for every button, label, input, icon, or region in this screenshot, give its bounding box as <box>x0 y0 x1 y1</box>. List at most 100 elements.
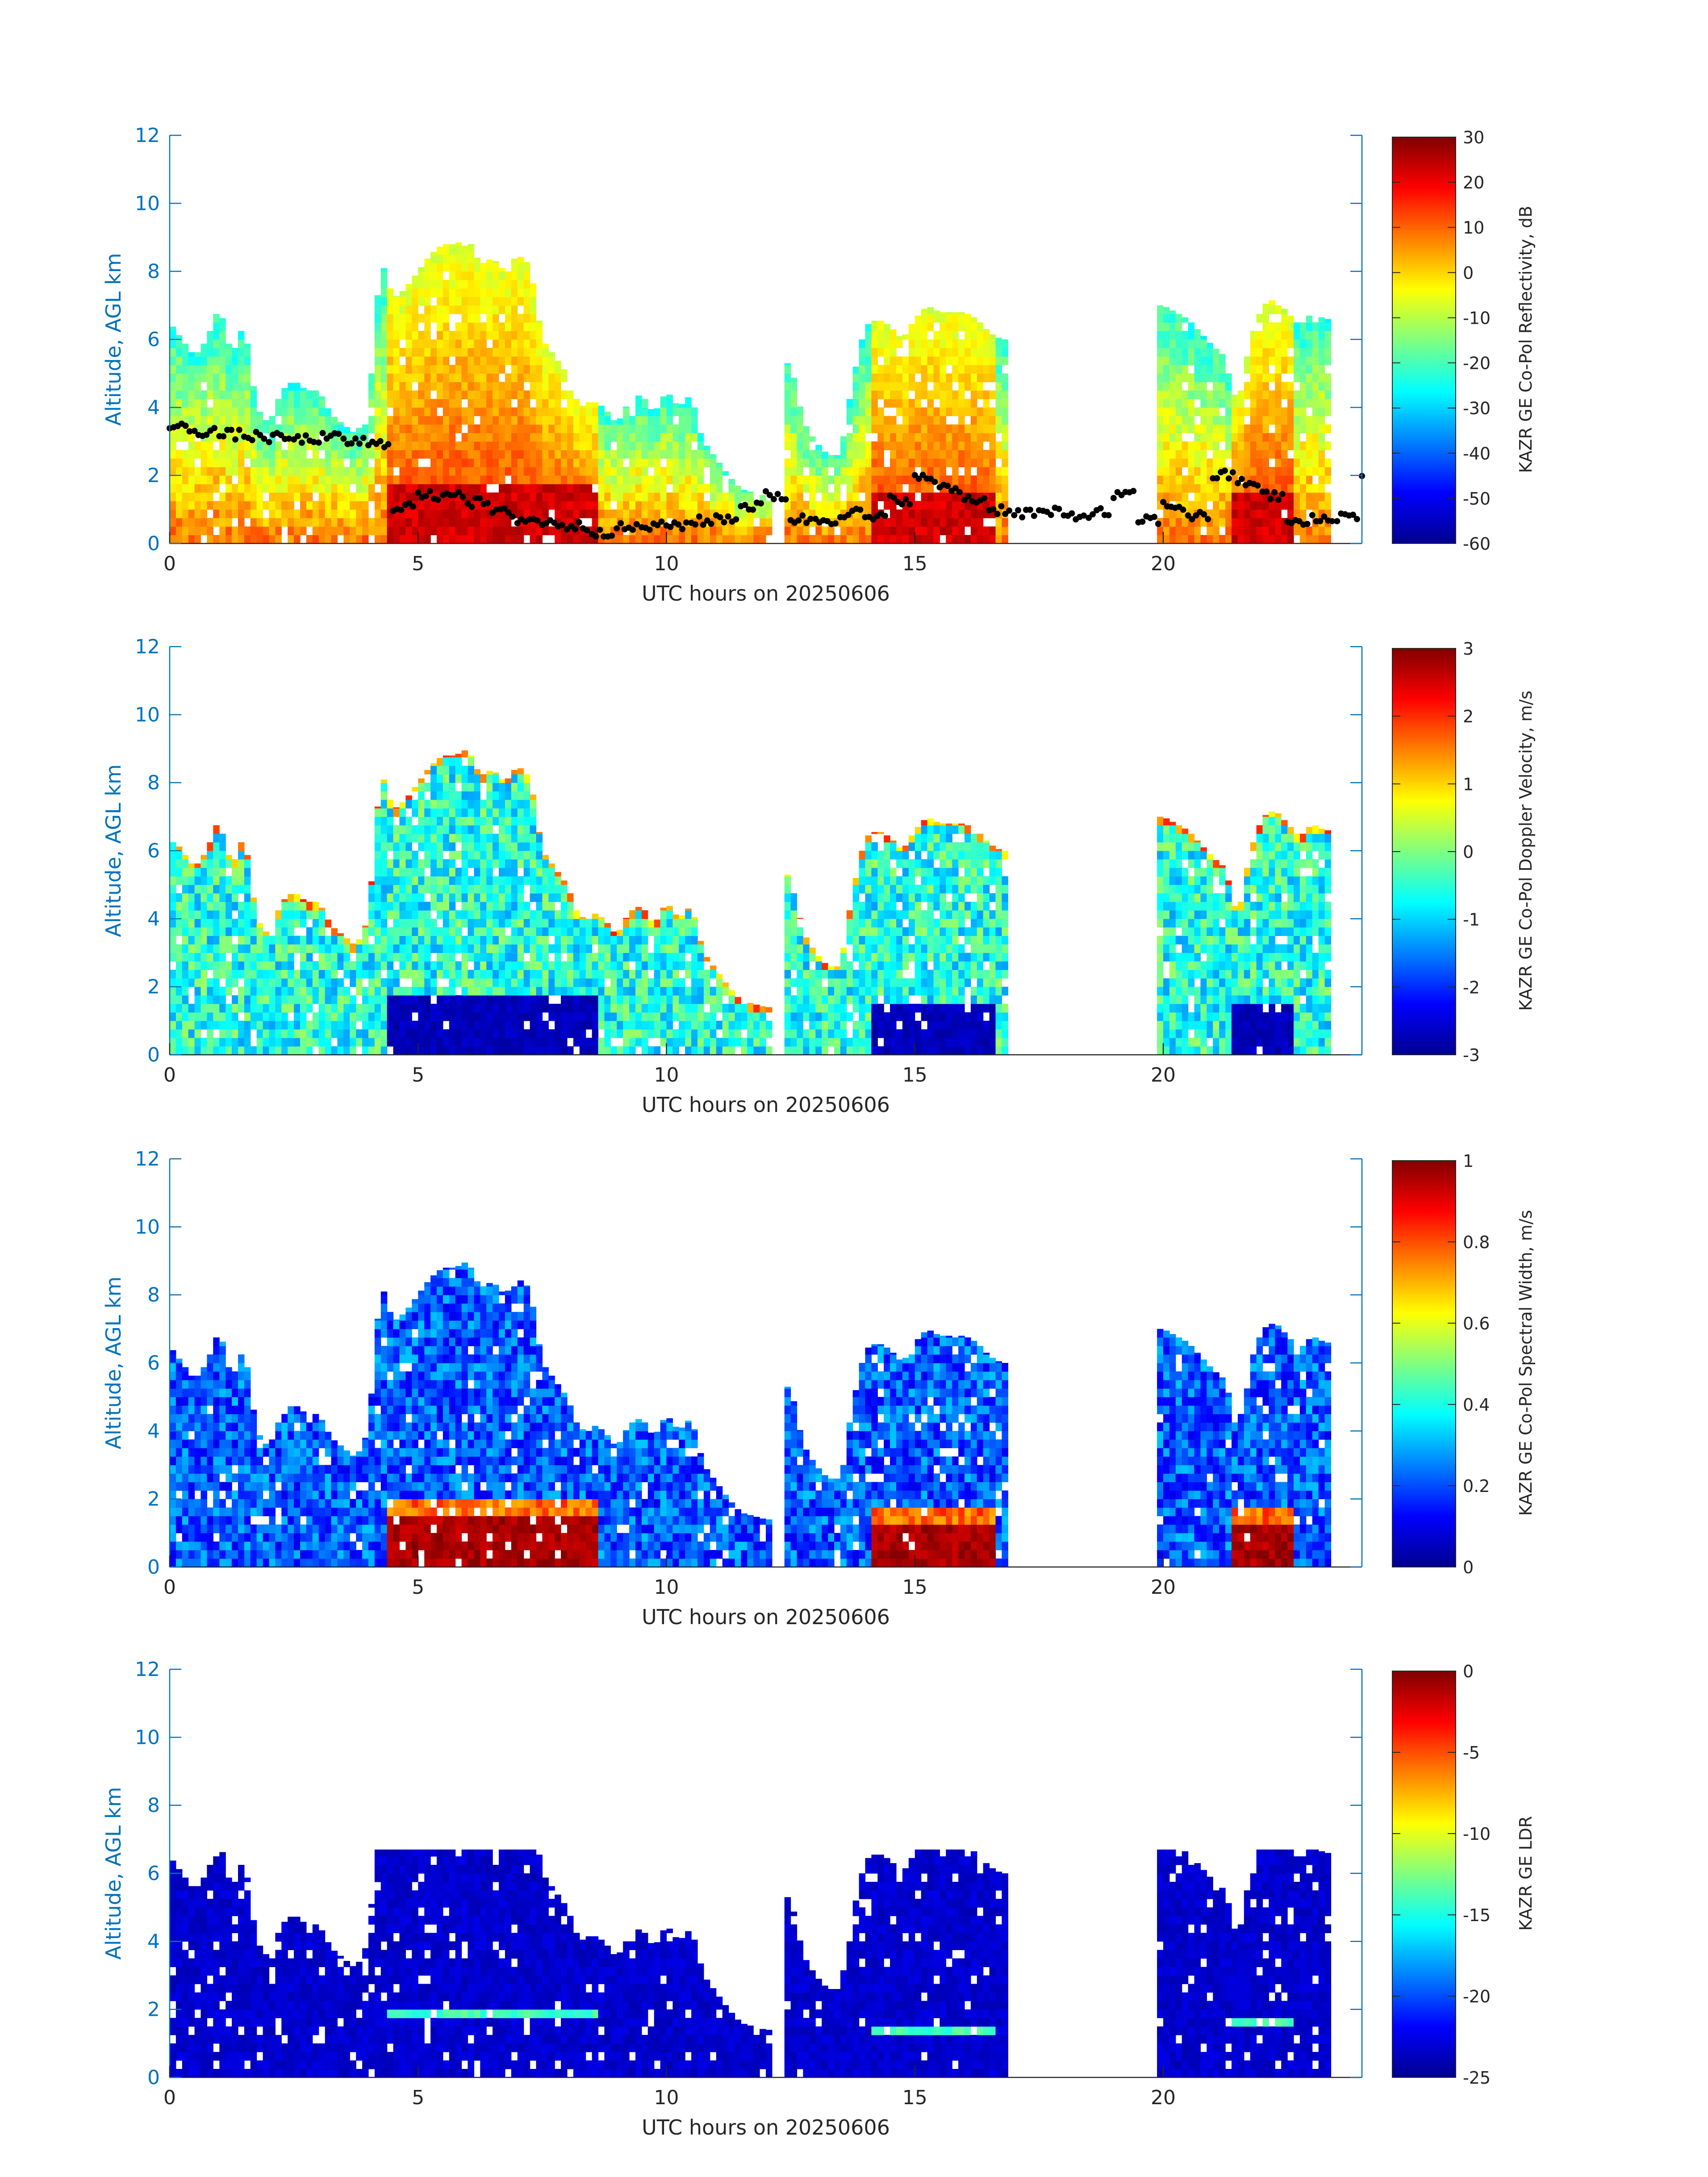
heatmap-cell <box>1207 365 1213 374</box>
cloud-base-point <box>902 496 909 502</box>
heatmap-cell <box>387 986 394 996</box>
heatmap-cell <box>629 475 636 485</box>
heatmap-cell <box>517 535 524 544</box>
heatmap-cell <box>666 501 673 510</box>
heatmap-cell <box>412 893 418 902</box>
heatmap-cell <box>809 535 816 544</box>
heatmap-cell <box>188 509 195 518</box>
heatmap-cell <box>940 450 946 459</box>
heatmap-cell <box>480 382 487 391</box>
heatmap-cell <box>1237 501 1244 510</box>
heatmap-cell <box>691 484 698 493</box>
heatmap-cell <box>542 343 549 348</box>
heatmap-cell <box>890 433 897 442</box>
heatmap-cell <box>908 433 915 442</box>
cloud-base-point <box>799 512 806 519</box>
heatmap-cell <box>188 399 195 408</box>
heatmap-cell <box>213 467 220 476</box>
heatmap-cell <box>958 382 965 391</box>
heatmap-cell <box>393 902 400 911</box>
cloud-base-point <box>266 439 272 446</box>
heatmap-cell <box>592 450 599 459</box>
heatmap-cell <box>1157 313 1164 323</box>
heatmap-cell <box>852 475 860 485</box>
heatmap-cell <box>523 373 530 382</box>
heatmap-cell <box>300 910 307 919</box>
heatmap-cell <box>175 927 183 936</box>
heatmap-cell <box>461 868 468 877</box>
heatmap-cell <box>852 492 860 501</box>
heatmap-cell <box>399 851 406 860</box>
heatmap-cell <box>219 373 226 382</box>
heatmap-cell <box>940 331 946 340</box>
heatmap-cell <box>207 995 213 1004</box>
heatmap-cell <box>1262 348 1269 357</box>
heatmap-cell <box>641 484 648 493</box>
heatmap-cell <box>418 267 425 272</box>
heatmap-cell <box>952 509 959 518</box>
heatmap-cell <box>337 1029 344 1038</box>
heatmap-cell <box>256 1029 263 1038</box>
heatmap-cell <box>312 927 319 936</box>
heatmap-cell <box>592 501 599 510</box>
heatmap-cell <box>455 927 462 936</box>
cloud-base-points <box>167 420 1365 540</box>
heatmap-cell <box>207 842 213 851</box>
heatmap-cell <box>437 902 443 911</box>
heatmap-cell <box>1299 467 1307 476</box>
heatmap-cell <box>1157 322 1164 331</box>
heatmap-cell <box>871 373 878 382</box>
heatmap-cell <box>499 416 505 425</box>
heatmap-cell <box>175 475 183 485</box>
heatmap-cell <box>449 757 456 766</box>
heatmap-cell <box>374 297 381 306</box>
heatmap-cell <box>368 450 375 459</box>
heatmap-cell <box>393 424 400 433</box>
heatmap-cell <box>685 407 692 416</box>
heatmap-cell <box>232 995 238 1004</box>
heatmap-cell <box>610 458 617 468</box>
heatmap-cell <box>679 492 685 501</box>
heatmap-cell <box>430 416 437 425</box>
heatmap-cell <box>455 382 462 391</box>
heatmap-cell <box>275 978 282 987</box>
heatmap-cell <box>679 404 685 408</box>
cloud-base-point <box>700 522 706 528</box>
heatmap-cell <box>685 458 692 468</box>
heatmap-cell <box>585 424 593 433</box>
heatmap-cell <box>567 475 574 485</box>
heatmap-cell <box>741 490 748 493</box>
heatmap-cell <box>430 254 437 263</box>
heatmap-cell <box>840 436 847 442</box>
heatmap-cell <box>213 407 220 416</box>
heatmap-cell <box>281 484 288 493</box>
heatmap-cell <box>1294 322 1300 331</box>
heatmap-cell <box>238 475 245 485</box>
heatmap-cell <box>300 969 307 979</box>
heatmap-cell <box>933 526 940 535</box>
heatmap-cell <box>766 509 773 518</box>
heatmap-cell <box>790 450 798 459</box>
heatmap-cell <box>1306 416 1313 425</box>
heatmap-cell <box>343 501 350 510</box>
heatmap-cell <box>710 526 717 535</box>
heatmap-cell <box>623 535 630 544</box>
heatmap-cell <box>548 433 555 442</box>
heatmap-cell <box>480 450 487 459</box>
heatmap-cell <box>970 317 977 323</box>
heatmap-cell <box>1207 535 1213 544</box>
heatmap-cell <box>418 876 425 885</box>
heatmap-cell <box>859 484 866 493</box>
heatmap-cell <box>412 1046 418 1055</box>
heatmap-cell <box>517 339 524 348</box>
heatmap-cell <box>207 893 213 902</box>
heatmap-cell <box>1200 407 1207 416</box>
heatmap-cell <box>294 995 301 1004</box>
heatmap-cell <box>493 433 499 442</box>
heatmap-cell <box>480 416 487 425</box>
heatmap-cell <box>548 356 555 365</box>
heatmap-cell <box>300 475 307 485</box>
heatmap-cell <box>182 910 189 919</box>
heatmap-cell <box>1256 475 1263 485</box>
heatmap-cell <box>970 390 977 399</box>
